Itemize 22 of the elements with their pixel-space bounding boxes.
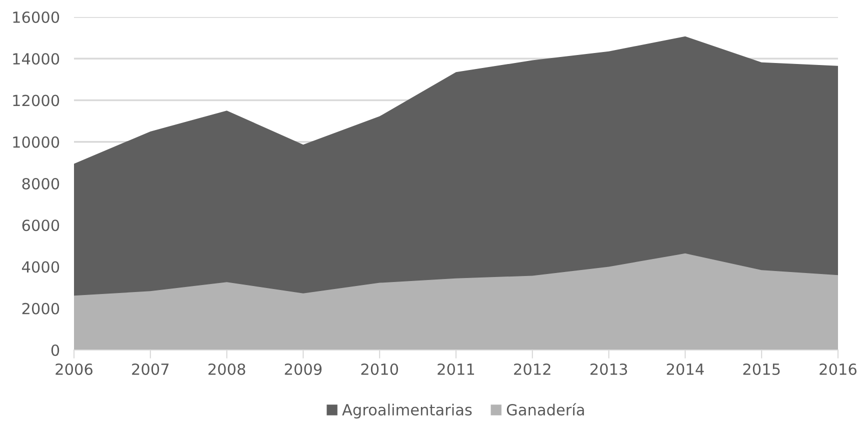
x-tick-label: 2010	[361, 363, 398, 376]
y-tick-label: 6000	[22, 220, 60, 232]
x-tick-label: 2014	[666, 363, 704, 376]
x-tick-label: 2009	[284, 363, 322, 376]
y-tick-label: 14000	[13, 53, 60, 65]
y-tick-label: 12000	[13, 94, 60, 106]
x-tick-label: 2007	[132, 363, 169, 376]
y-tick-label: 4000	[22, 261, 60, 273]
x-tick-label: 2015	[743, 363, 780, 376]
legend-label: Agroalimentarias	[342, 404, 472, 418]
legend-label: Ganadería	[506, 403, 584, 416]
y-tick-label: 0	[51, 344, 60, 356]
y-tick-label: 16000	[13, 11, 60, 24]
y-tick-label: 8000	[22, 178, 60, 190]
x-tick-label: 2013	[590, 363, 628, 376]
y-tick-label: 2000	[22, 302, 60, 314]
y-tick-label: 10000	[13, 136, 60, 148]
x-tick-label: 2006	[56, 363, 92, 376]
x-tick-label: 2011	[438, 363, 474, 376]
x-tick-label: 2016	[820, 363, 856, 376]
x-tick-label: 2012	[514, 363, 550, 376]
x-tick-label: 2008	[208, 363, 246, 376]
